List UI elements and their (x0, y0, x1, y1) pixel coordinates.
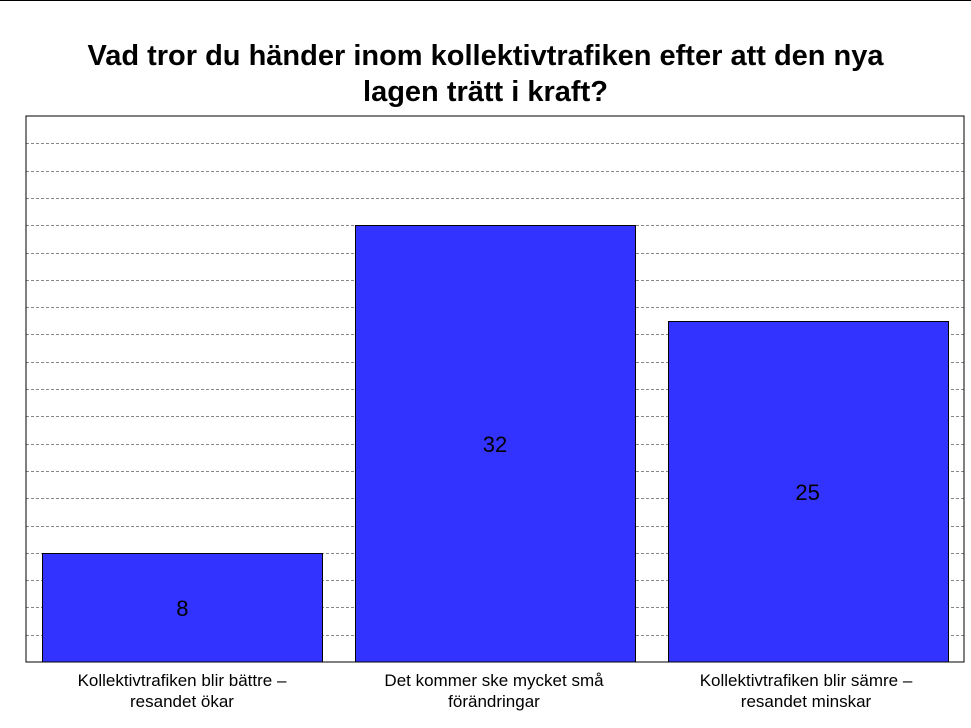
data-labels: 8 32 25 (176, 432, 820, 621)
data-label-3: 25 (795, 480, 819, 505)
chart-title-line-1: Vad tror du händer inom kollektivtrafike… (87, 40, 884, 72)
bar-2 (355, 225, 636, 663)
category-label-1-line-1: Kollektivtrafiken blir bättre – (77, 671, 287, 690)
data-label-1: 8 (176, 596, 188, 621)
category-label-2-line-1: Det kommer ske mycket små (384, 671, 604, 690)
category-label-3-line-2: resandet minskar (740, 692, 872, 711)
bar-1 (42, 553, 323, 663)
bar-3 (668, 321, 949, 663)
category-label-2: Det kommer ske mycket små förändringar (344, 670, 644, 712)
chart-title-line-2: lagen trätt i kraft? (363, 76, 608, 108)
category-label-2-line-2: förändringar (448, 692, 540, 711)
category-label-1-line-2: resandet ökar (130, 692, 234, 711)
category-label-3-line-1: Kollektivtrafiken blir sämre – (699, 671, 913, 690)
data-label-2: 32 (483, 432, 507, 457)
chart-title: Vad tror du händer inom kollektivtrafike… (0, 38, 971, 110)
category-label-3: Kollektivtrafiken blir sämre – resandet … (656, 670, 956, 712)
category-label-1: Kollektivtrafiken blir bättre – resandet… (32, 670, 332, 712)
top-border (0, 0, 971, 1)
bars (42, 225, 949, 663)
